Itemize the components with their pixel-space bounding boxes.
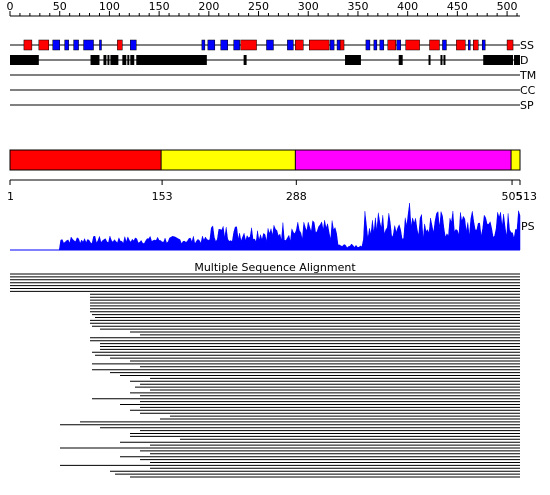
- track-label-sp: SP: [520, 99, 534, 112]
- helix-segment: [473, 39, 479, 51]
- disorder-segment: [90, 55, 100, 65]
- track-label-tm: TM: [519, 69, 536, 82]
- helix-segment: [23, 39, 33, 51]
- domain-boundary-label: 1: [7, 190, 14, 203]
- disorder-segment: [398, 55, 403, 65]
- strand-segment: [99, 39, 102, 51]
- track-label-cc: CC: [520, 84, 536, 97]
- ruler-tick-label: 200: [198, 0, 219, 13]
- msa-title: Multiple Sequence Alignment: [194, 261, 356, 274]
- domain-boundary-label: 505: [502, 190, 523, 203]
- track-label-ss: SS: [520, 39, 534, 52]
- domain-block-4: [510, 149, 521, 171]
- domain-boundary-label: 288: [286, 190, 307, 203]
- helix-segment: [117, 39, 123, 51]
- strand-segment: [201, 39, 206, 51]
- strand-segment: [233, 39, 240, 51]
- helix-segment: [405, 39, 420, 51]
- disorder-segment: [514, 55, 520, 65]
- helix-segment: [295, 39, 304, 51]
- msa-lines: [10, 273, 520, 478]
- disorder-segment: [122, 55, 127, 65]
- ruler-tick-label: 50: [53, 0, 67, 13]
- disorder-segment: [107, 55, 110, 65]
- disorder-segment: [130, 55, 135, 65]
- ruler-tick-label: 150: [149, 0, 170, 13]
- helix-segment: [387, 39, 396, 51]
- disorder-segment: [103, 55, 107, 65]
- disorder-segment: [110, 55, 119, 65]
- strand-segment: [468, 39, 471, 51]
- helix-segment: [240, 39, 257, 51]
- domain-block-1: [9, 149, 163, 171]
- ruler-tick-label: 0: [7, 0, 14, 13]
- disorder-segment: [428, 55, 431, 65]
- disorder-segment: [127, 55, 130, 65]
- ruler-tick-label: 500: [497, 0, 518, 13]
- disorder-segment: [345, 55, 361, 65]
- strand-segment: [220, 39, 228, 51]
- psipred-profile: PS: [10, 202, 535, 251]
- strand-segment: [52, 39, 60, 51]
- feature-tracks: SS D TM CC SP: [10, 39, 536, 112]
- disorder-segment: [243, 55, 247, 65]
- domain-boundary-label: 513: [516, 190, 537, 203]
- strand-segment: [266, 39, 274, 51]
- helix-segment: [339, 39, 345, 51]
- strand-segment: [373, 39, 378, 51]
- strand-segment: [207, 39, 216, 51]
- position-ruler: 0 50 100 150 200 250 300 350 400 450 500: [7, 0, 520, 17]
- ruler-tick-label: 400: [397, 0, 418, 13]
- helix-segment: [429, 39, 440, 51]
- strand-segment: [73, 39, 79, 51]
- ruler-tick-label: 450: [447, 0, 468, 13]
- disorder-segment: [443, 55, 446, 65]
- helix-segment: [308, 39, 330, 51]
- helix-segment: [456, 39, 466, 51]
- strand-segment: [481, 39, 486, 51]
- ruler-tick-label: 350: [347, 0, 368, 13]
- strand-segment: [287, 39, 294, 51]
- strand-segment: [83, 39, 94, 51]
- domain-block-3: [294, 149, 513, 171]
- strand-segment: [396, 39, 401, 51]
- disorder-segment: [10, 55, 39, 65]
- track-label-d: D: [520, 54, 528, 67]
- strand-segment: [365, 39, 371, 51]
- strand-segment: [64, 39, 69, 51]
- disorder-segment: [440, 55, 443, 65]
- disorder-segment: [136, 55, 207, 65]
- ruler-tick-label: 250: [248, 0, 269, 13]
- strand-segment: [329, 39, 335, 51]
- domain-bar: [9, 149, 521, 171]
- strand-segment: [336, 39, 341, 51]
- helix-segment: [506, 39, 514, 51]
- psipred-area: [10, 202, 521, 251]
- helix-segment: [38, 39, 50, 51]
- strand-segment: [130, 39, 137, 51]
- strand-segment: [442, 39, 447, 51]
- domain-boundary-label: 153: [152, 190, 173, 203]
- domain-block-2: [160, 149, 297, 171]
- disorder-segment: [483, 55, 514, 65]
- psipred-label: PS: [521, 220, 535, 233]
- ruler-tick-label: 100: [99, 0, 120, 13]
- ruler-tick-label: 300: [298, 0, 319, 13]
- strand-segment: [379, 39, 385, 51]
